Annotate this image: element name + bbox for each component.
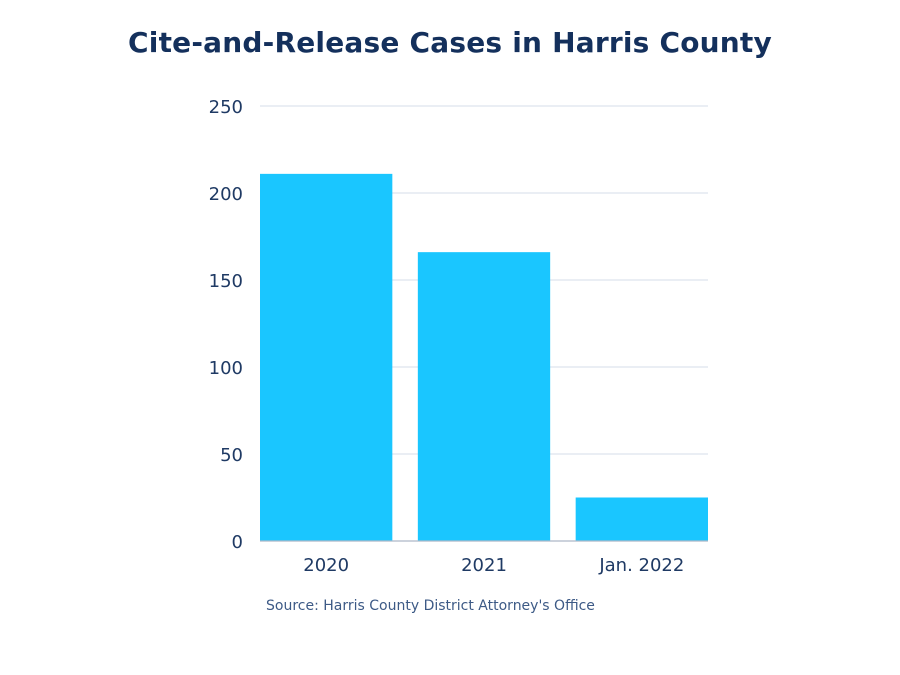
bar	[575, 497, 708, 541]
y-tick-label: 50	[220, 445, 243, 466]
bar	[417, 252, 551, 541]
y-tick-label: 100	[209, 358, 243, 379]
y-tick-label: 250	[209, 97, 243, 118]
y-tick-label: 0	[232, 532, 243, 553]
x-tick-label: Jan. 2022	[598, 555, 684, 576]
x-tick-label: 2021	[461, 555, 507, 576]
x-tick-label: 2020	[303, 555, 349, 576]
bar	[260, 173, 393, 542]
y-tick-label: 200	[209, 184, 243, 205]
y-tick-label: 150	[209, 271, 243, 292]
chart-source-note: Source: Harris County District Attorney'…	[266, 598, 595, 614]
chart-title: Cite-and-Release Cases in Harris County	[128, 26, 772, 59]
